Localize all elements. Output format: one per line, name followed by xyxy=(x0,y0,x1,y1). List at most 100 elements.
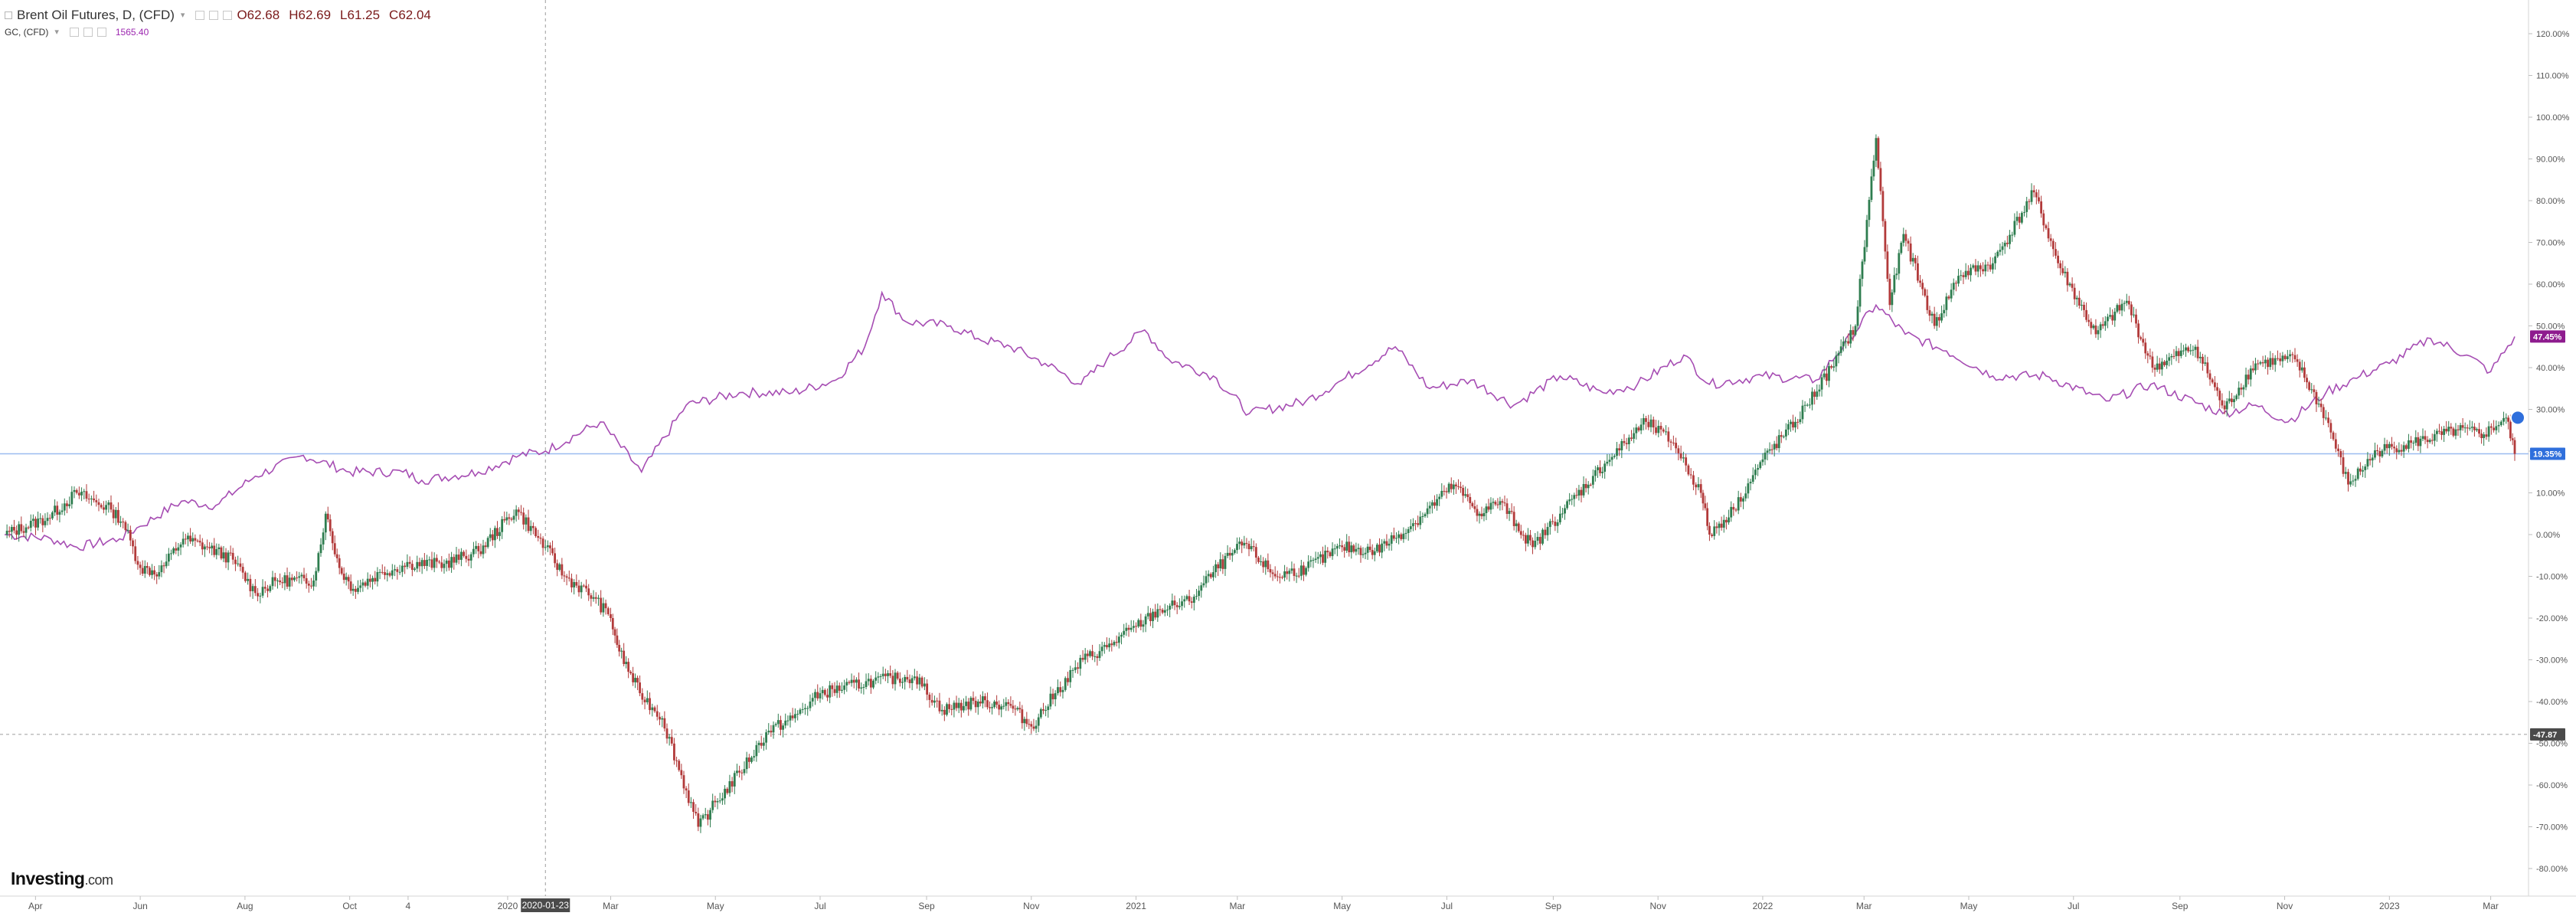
brent-candle xyxy=(349,574,352,594)
brent-candle xyxy=(1462,485,1464,503)
settings-icon[interactable] xyxy=(209,11,219,20)
candle-body xyxy=(1252,546,1255,548)
candle-body xyxy=(1303,565,1305,575)
y-tick-label: -60.00% xyxy=(2536,781,2568,790)
legend-main-row[interactable]: Brent Oil Futures, D, (CFD) ▾ O62.68 H62… xyxy=(5,6,437,25)
candle-body xyxy=(1293,568,1296,577)
candle-body xyxy=(1125,627,1128,631)
brent-candle xyxy=(510,517,513,522)
candle-body xyxy=(1212,572,1214,577)
candle-body xyxy=(257,593,259,597)
candle-body xyxy=(438,561,440,563)
brent-candle xyxy=(354,585,357,599)
brent-candle xyxy=(2402,441,2405,458)
brent-candle xyxy=(1659,422,1662,436)
brent-candle xyxy=(1960,270,1963,281)
candle-body xyxy=(760,742,763,746)
candle-body xyxy=(2281,355,2284,361)
brent-candle xyxy=(2431,433,2434,445)
brent-candle xyxy=(1744,486,1747,502)
chevron-down-icon[interactable]: ▾ xyxy=(180,11,185,20)
legend-compare-row[interactable]: GC, (CFD) ▾ 1565.40 xyxy=(5,25,437,39)
brent-candle xyxy=(307,581,310,593)
brent-candle xyxy=(1799,411,1802,425)
candle-body xyxy=(1173,600,1176,606)
collapse-icon[interactable] xyxy=(5,11,12,19)
brent-candle xyxy=(1828,362,1830,388)
candle-body xyxy=(1991,263,1994,270)
candle-body xyxy=(611,618,614,630)
brent-candle xyxy=(1512,505,1515,531)
candle-body xyxy=(1417,523,1420,525)
brent-candle xyxy=(2251,361,2254,373)
brent-candle xyxy=(2334,433,2337,453)
candle-body xyxy=(2364,466,2367,470)
brent-candle xyxy=(374,571,377,585)
brent-candle xyxy=(2040,195,2043,218)
brent-candle xyxy=(957,698,960,714)
alert-marker-icon[interactable] xyxy=(2510,410,2525,426)
candle-body xyxy=(799,709,802,714)
candle-body xyxy=(2259,361,2262,364)
candle-body xyxy=(2368,459,2372,461)
x-tick-label: May xyxy=(1333,901,1351,911)
x-tick-label: Jul xyxy=(2068,901,2079,911)
candle-body xyxy=(1355,548,1358,552)
candle-body xyxy=(73,489,76,492)
candle-body xyxy=(522,512,525,525)
brent-candle xyxy=(1103,642,1106,654)
compare-symbol-label[interactable]: GC, (CFD) xyxy=(5,27,49,38)
close-icon[interactable] xyxy=(223,11,233,20)
brent-candle xyxy=(1110,640,1113,652)
brent-candle xyxy=(2329,419,2332,439)
chevron-down-icon[interactable]: ▾ xyxy=(54,28,59,37)
y-tick-label: -30.00% xyxy=(2536,656,2568,666)
brent-candle xyxy=(241,563,244,579)
brent-candle xyxy=(1544,523,1547,539)
brent-candle xyxy=(1198,585,1201,601)
brent-candle xyxy=(1803,401,1806,412)
candle-body xyxy=(281,582,284,584)
candle-body xyxy=(2111,315,2114,321)
brent-candle xyxy=(1928,306,1931,322)
brent-candle xyxy=(2077,290,2081,309)
x-tick-label: Oct xyxy=(342,901,357,911)
brent-candle xyxy=(1343,544,1346,558)
settings-icon[interactable] xyxy=(83,28,93,37)
candle-body xyxy=(2104,321,2107,326)
brent-candle xyxy=(2156,355,2159,372)
candle-body xyxy=(894,672,897,685)
candle-body xyxy=(447,560,450,568)
candle-body xyxy=(1508,511,1511,515)
candle-body xyxy=(2419,438,2422,447)
candle-body xyxy=(2211,379,2214,383)
candle-body xyxy=(1847,341,1850,344)
candle-body xyxy=(991,707,993,708)
candle-body xyxy=(2144,342,2147,354)
visibility-toggle-icon[interactable] xyxy=(69,28,79,37)
brent-candle xyxy=(1012,700,1015,713)
candle-body xyxy=(706,814,709,820)
brent-candle xyxy=(1175,602,1178,614)
brent-candle xyxy=(2364,464,2367,478)
candle-body xyxy=(141,568,144,574)
main-symbol-label[interactable]: Brent Oil Futures, D, (CFD) xyxy=(17,8,175,22)
brent-candle xyxy=(757,740,760,753)
brent-candle xyxy=(1466,488,1469,502)
brent-candle xyxy=(143,560,146,578)
candle-body xyxy=(368,578,371,582)
candle-body xyxy=(1732,506,1735,510)
brent-candle xyxy=(1057,679,1059,696)
brent-candle xyxy=(1316,551,1319,564)
brent-candle xyxy=(1464,486,1467,499)
candle-body xyxy=(2324,417,2327,419)
brent-candle xyxy=(1047,704,1050,718)
candle-body xyxy=(2319,404,2323,407)
visibility-toggle-icon[interactable] xyxy=(195,11,205,20)
brent-candle xyxy=(1404,528,1407,540)
brent-candle xyxy=(2480,429,2483,444)
candle-body xyxy=(699,818,702,827)
close-icon[interactable] xyxy=(96,28,106,37)
